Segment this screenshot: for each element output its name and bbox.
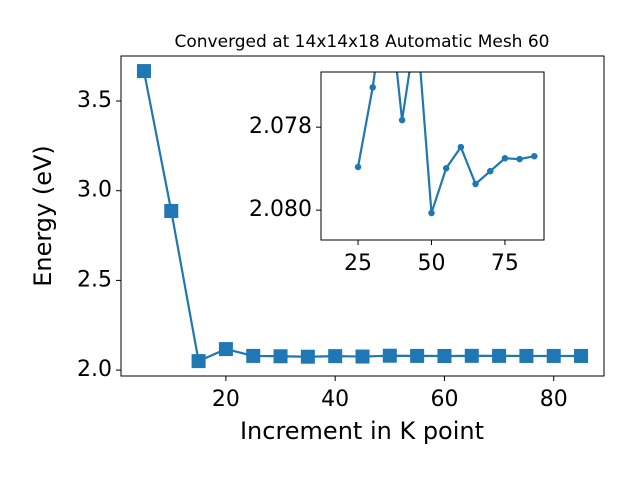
marker [457,143,465,151]
y-tick-label: 2.078 [249,114,312,139]
marker [273,349,288,364]
marker [516,155,523,163]
y-tick-label: 2.0 [77,357,112,382]
marker [437,349,452,363]
marker [486,167,494,175]
marker [246,348,261,363]
marker [501,155,509,162]
marker [369,84,376,91]
marker [218,342,233,357]
y-axis-label: Energy (eV) [29,145,57,287]
marker [136,64,151,79]
marker [492,348,507,363]
y-tick-label: 2.5 [77,267,112,292]
plot-layer [354,20,538,217]
marker [546,348,561,363]
marker [442,164,450,172]
y-tick-label: 3.0 [77,178,112,203]
marker [355,349,370,364]
marker [354,163,362,171]
x-tick-label: 25 [344,251,372,276]
y-tick-label: 3.5 [77,88,112,113]
marker [519,348,534,363]
marker [164,203,179,218]
marker [472,180,479,188]
marker [300,349,315,364]
marker [410,348,425,363]
x-tick-label: 60 [430,387,458,412]
x-tick-label: 20 [212,387,240,412]
marker [398,116,406,124]
x-tick-label: 75 [491,251,519,276]
x-tick-label: 40 [321,387,349,412]
marker [464,348,479,363]
plot-layer [136,64,589,369]
axes-frame [320,71,545,241]
x-axis-label: Increment in K point [240,417,484,445]
x-tick-label: 50 [417,251,445,276]
marker [574,348,589,363]
y-tick-label: 2.080 [249,197,312,222]
marker [328,349,343,364]
marker [428,209,435,217]
marker [382,348,397,363]
x-tick-label: 80 [540,387,568,412]
marker [531,152,538,160]
marker [191,354,206,369]
axes-frame [120,55,605,377]
marker [414,20,421,27]
chart-title: Converged at 14x14x18 Automatic Mesh 60 [175,32,550,52]
